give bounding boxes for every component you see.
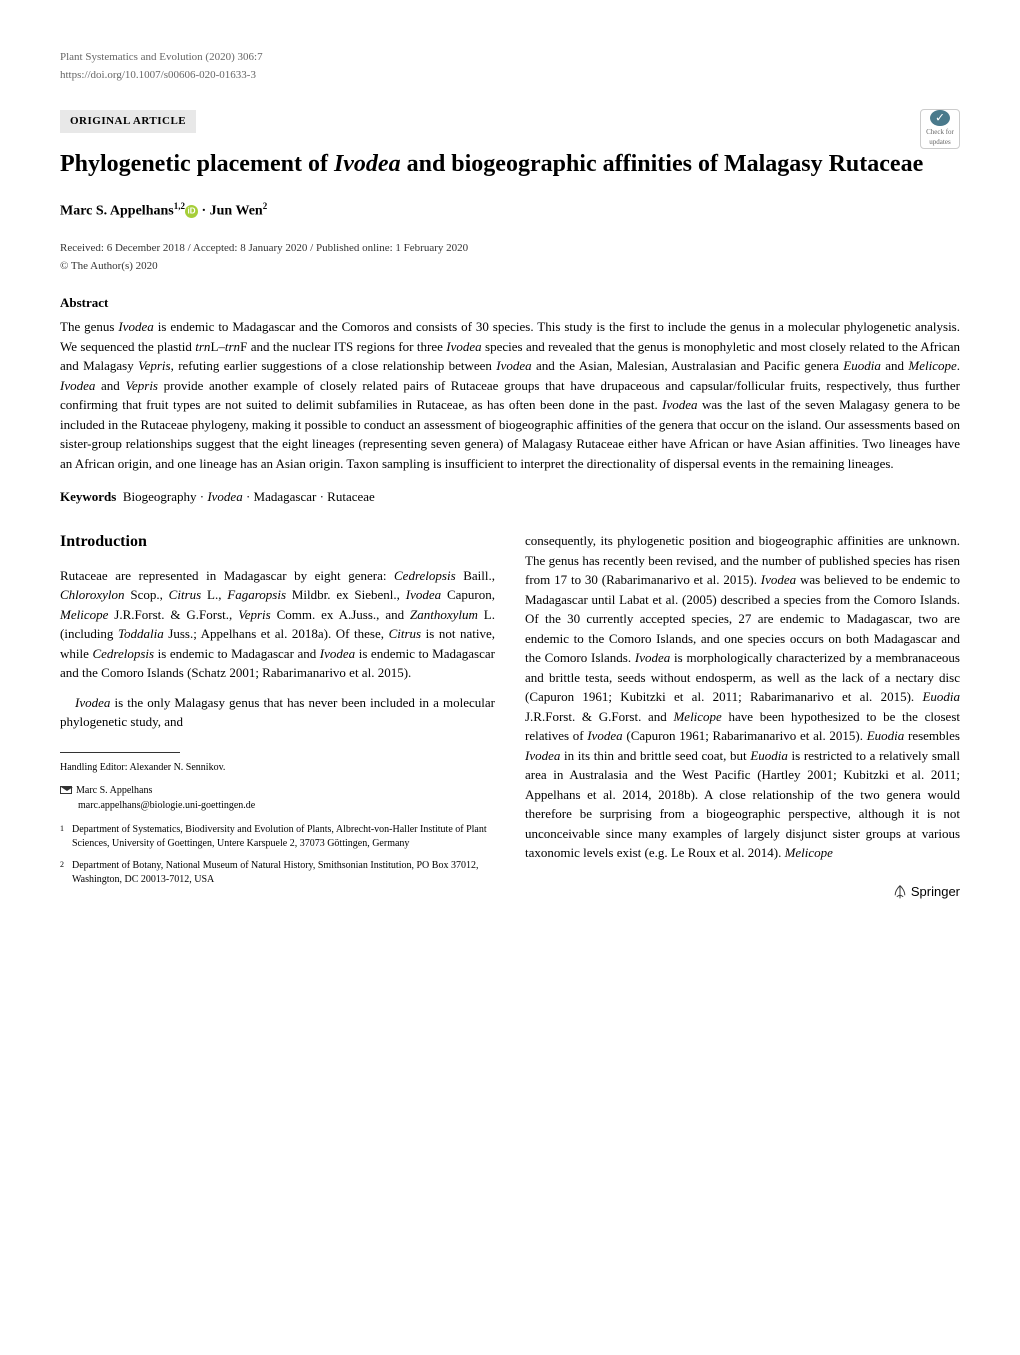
author-1-affil: 1,2	[174, 201, 185, 211]
handling-editor: Handling Editor: Alexander N. Sennikov.	[60, 761, 495, 775]
mail-icon	[60, 786, 72, 794]
affiliation-2: 2 Department of Botany, National Museum …	[60, 859, 495, 887]
intro-para-3: consequently, its phylogenetic position …	[525, 531, 960, 863]
abstract-text: The genus Ivodea is endemic to Madagasca…	[60, 317, 960, 473]
orcid-icon[interactable]	[185, 205, 198, 218]
affiliation-1: 1 Department of Systematics, Biodiversit…	[60, 823, 495, 851]
left-column: Introduction Rutaceae are represented in…	[60, 531, 495, 901]
affil-text-1: Department of Systematics, Biodiversity …	[72, 824, 487, 849]
intro-para-2: Ivodea is the only Malagasy genus that h…	[60, 693, 495, 732]
publisher-name: Springer	[911, 884, 960, 899]
author-1: Marc S. Appelhans	[60, 204, 174, 219]
introduction-heading: Introduction	[60, 531, 495, 553]
check-updates-label-1: Check for	[926, 128, 954, 138]
right-column: consequently, its phylogenetic position …	[525, 531, 960, 901]
article-title: Phylogenetic placement of Ivodea and bio…	[60, 149, 960, 180]
intro-para-1: Rutaceae are represented in Madagascar b…	[60, 566, 495, 683]
springer-icon	[892, 884, 908, 900]
author-sep: ·	[198, 204, 210, 219]
journal-name: Plant Systematics and Evolution (2020) 3…	[60, 50, 263, 65]
affil-text-2: Department of Botany, National Museum of…	[72, 860, 478, 885]
corr-author-email: marc.appelhans@biologie.uni-goettingen.d…	[78, 800, 255, 811]
keywords-label: Keywords	[60, 489, 116, 504]
keywords-text: Biogeography · Ivodea · Madagascar · Rut…	[116, 489, 374, 504]
authors-line: Marc S. Appelhans1,2 · Jun Wen2	[60, 200, 960, 221]
footnote-divider	[60, 752, 180, 753]
correspondence-box: Marc S. Appelhans marc.appelhans@biologi…	[60, 783, 495, 813]
publisher-mark: Springer	[525, 883, 960, 901]
corr-author-name: Marc S. Appelhans	[76, 785, 152, 796]
journal-header: Plant Systematics and Evolution (2020) 3…	[60, 50, 960, 65]
check-updates-icon[interactable]: Check for updates	[920, 109, 960, 149]
author-2: Jun Wen	[210, 204, 263, 219]
two-column-body: Introduction Rutaceae are represented in…	[60, 531, 960, 901]
doi-line: https://doi.org/10.1007/s00606-020-01633…	[60, 68, 960, 83]
check-updates-label-2: updates	[929, 138, 950, 148]
article-type-badge: ORIGINAL ARTICLE	[60, 110, 196, 133]
affil-num-1: 1	[60, 823, 64, 834]
copyright-line: © The Author(s) 2020	[60, 259, 960, 274]
author-2-affil: 2	[263, 201, 268, 211]
check-circle-icon	[930, 110, 950, 126]
affil-num-2: 2	[60, 859, 64, 870]
article-dates: Received: 6 December 2018 / Accepted: 8 …	[60, 241, 960, 256]
abstract-heading: Abstract	[60, 294, 960, 312]
keywords-line: Keywords Biogeography · Ivodea · Madagas…	[60, 488, 960, 506]
